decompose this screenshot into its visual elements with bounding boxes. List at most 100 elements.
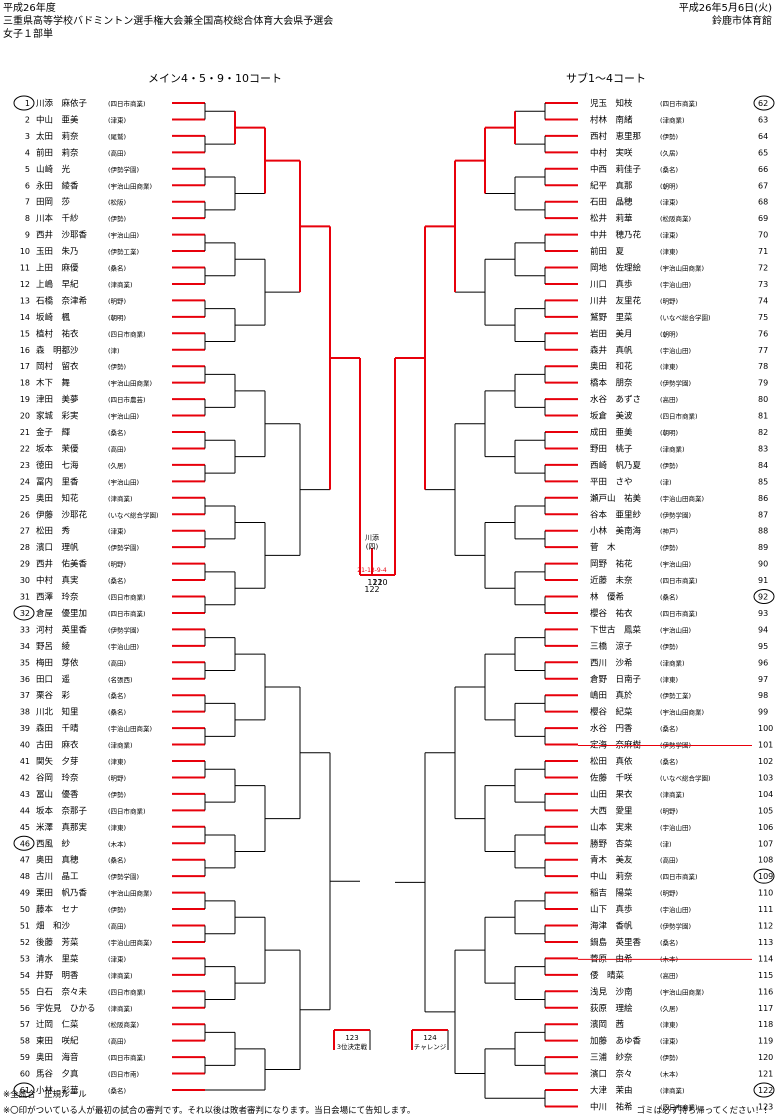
champion-school: (四) bbox=[366, 543, 379, 551]
player-seed-number: 31 bbox=[20, 593, 30, 602]
player-school: (伊勢) bbox=[660, 1053, 678, 1062]
player-name: 古田 麻衣 bbox=[36, 740, 79, 751]
player-name: 紀平 真那 bbox=[590, 180, 633, 191]
player-school: (桑名) bbox=[108, 576, 126, 585]
player-school: (宇治山田) bbox=[660, 625, 691, 634]
player-name: 植村 祐衣 bbox=[36, 328, 79, 339]
player-seed-number: 95 bbox=[758, 642, 768, 651]
player-seed-number: 119 bbox=[758, 1037, 773, 1046]
player-name: 後藤 芳菜 bbox=[36, 937, 79, 948]
player-school: (木本) bbox=[108, 839, 126, 848]
player-seed-number: 92 bbox=[758, 593, 768, 602]
player-seed-number: 86 bbox=[758, 494, 768, 503]
player-name: 谷本 亜里紗 bbox=[590, 509, 642, 520]
player-name: 川北 知里 bbox=[36, 707, 79, 718]
player-school: (明野) bbox=[108, 561, 126, 569]
player-seed-number: 79 bbox=[758, 379, 768, 388]
player-school: (津商業) bbox=[660, 658, 685, 667]
player-school: (四日市商業) bbox=[108, 329, 146, 338]
player-seed-number: 108 bbox=[758, 856, 773, 865]
player-school: (四日市商業) bbox=[108, 99, 146, 108]
match-number: 121 bbox=[367, 578, 382, 587]
playoff-label: チャレンジ bbox=[414, 1043, 447, 1051]
player-school: (津東) bbox=[108, 527, 126, 536]
player-school: (桑名) bbox=[108, 428, 126, 437]
player-seed-number: 121 bbox=[758, 1070, 773, 1079]
player-school: (木本) bbox=[660, 1070, 678, 1079]
player-name: 村林 南緒 bbox=[590, 114, 633, 125]
player-school: (久居) bbox=[660, 1004, 678, 1013]
match-number: 123 bbox=[345, 1034, 358, 1042]
player-seed-number: 54 bbox=[20, 971, 30, 980]
seed-circle bbox=[753, 95, 775, 111]
player-school: (四日市農芸) bbox=[108, 395, 146, 404]
player-school: (高田) bbox=[108, 148, 126, 157]
player-school: (宇治山田) bbox=[660, 560, 691, 569]
event-name: 女子１部単 bbox=[3, 29, 53, 40]
player-school: (朝明) bbox=[660, 330, 678, 338]
player-school: (伊勢学園) bbox=[108, 625, 139, 634]
seed-circle bbox=[13, 835, 35, 851]
player-school: (四日市商業) bbox=[660, 609, 698, 618]
player-seed-number: 114 bbox=[758, 954, 773, 963]
player-seed-number: 8 bbox=[25, 214, 30, 223]
player-seed-number: 91 bbox=[758, 576, 768, 585]
player-seed-number: 112 bbox=[758, 922, 773, 931]
player-name: 下世古 鳳菜 bbox=[590, 624, 642, 635]
seed-circle bbox=[13, 95, 35, 111]
player-school: (四日市商業) bbox=[660, 576, 698, 585]
player-seed-number: 56 bbox=[20, 1004, 30, 1013]
player-seed-number: 30 bbox=[20, 576, 30, 585]
trash-note: ゴミは必ず持ち帰ってください！！ bbox=[636, 1106, 772, 1116]
player-name: 田口 遥 bbox=[36, 674, 71, 685]
player-name: 濱口 理帆 bbox=[36, 542, 79, 553]
player-school: (朝明) bbox=[108, 314, 126, 322]
player-name: 倉屋 優里加 bbox=[36, 608, 87, 619]
player-school: (宇治山田) bbox=[660, 346, 691, 355]
player-name: 海津 香帆 bbox=[590, 921, 633, 932]
player-school: (津) bbox=[660, 840, 672, 848]
player-seed-number: 63 bbox=[758, 115, 768, 124]
player-name: 徳田 七海 bbox=[36, 460, 79, 471]
player-seed-number: 6 bbox=[25, 181, 30, 190]
player-name: 嶋田 真於 bbox=[590, 690, 633, 701]
player-name: 栗谷 彩 bbox=[36, 690, 71, 701]
player-name: 森田 千晴 bbox=[36, 723, 79, 734]
player-seed-number: 40 bbox=[20, 741, 30, 750]
player-seed-number: 68 bbox=[758, 198, 768, 207]
player-school: (津商業) bbox=[660, 1086, 685, 1095]
player-seed-number: 90 bbox=[758, 560, 768, 569]
player-school: (桑名) bbox=[108, 708, 126, 717]
player-seed-number: 36 bbox=[20, 675, 30, 684]
player-school: (津東) bbox=[108, 757, 126, 766]
player-name: 永田 綾香 bbox=[36, 180, 79, 191]
player-school: (伊勢学園) bbox=[660, 510, 691, 519]
player-name: 谷岡 玲奈 bbox=[36, 772, 79, 783]
player-school: (高田) bbox=[660, 971, 678, 980]
champion-name: 川添 bbox=[365, 533, 379, 542]
player-name: 西井 沙耶香 bbox=[36, 230, 88, 241]
player-seed-number: 57 bbox=[20, 1020, 30, 1029]
player-name: 田岡 莎 bbox=[36, 197, 71, 208]
player-name: 米澤 真那実 bbox=[36, 822, 88, 833]
player-name: 西村 恵里那 bbox=[590, 131, 642, 142]
player-name: 伊藤 沙耶花 bbox=[36, 509, 88, 520]
seed-circle bbox=[753, 1082, 775, 1098]
player-seed-number: 15 bbox=[20, 329, 30, 338]
player-name: 木下 舞 bbox=[36, 378, 71, 389]
player-seed-number: 33 bbox=[20, 625, 30, 634]
player-school: (桑名) bbox=[108, 856, 126, 865]
player-school: (宇治山田) bbox=[660, 823, 691, 832]
player-school: (宇治山田商業) bbox=[108, 181, 152, 190]
player-name: 菅 木 bbox=[590, 542, 616, 553]
player-seed-number: 58 bbox=[20, 1037, 30, 1046]
player-seed-number: 105 bbox=[758, 806, 773, 815]
player-name: 中村 実咲 bbox=[590, 147, 633, 158]
player-school: (津東) bbox=[660, 1020, 678, 1029]
player-school: (伊勢) bbox=[660, 642, 678, 651]
player-seed-number: 75 bbox=[758, 313, 768, 322]
player-seed-number: 97 bbox=[758, 675, 768, 684]
player-seed-number: 65 bbox=[758, 148, 768, 157]
player-school: (伊勢学園) bbox=[108, 543, 139, 552]
player-name: 金子 輝 bbox=[36, 427, 71, 438]
